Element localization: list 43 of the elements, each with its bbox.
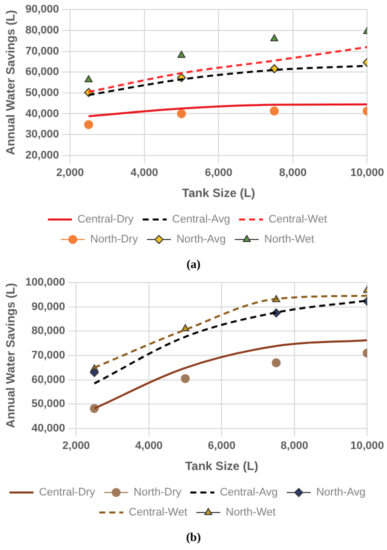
legend-label: North-Dry [134, 486, 182, 499]
legend-label: North-Wet [264, 234, 314, 246]
y-tick-label: 100,000 [25, 276, 66, 289]
y-axis-title: Annual Water Savings (L) [4, 283, 18, 428]
text: (a) [186, 256, 202, 273]
x-axis-title: Tank Size (L) [185, 459, 258, 474]
y-tick-label: 50,000 [32, 398, 66, 410]
x-tick-label: 8,000 [279, 167, 307, 180]
legend-label: North-Wet [226, 506, 276, 519]
x-tick-label: 6,000 [204, 167, 232, 180]
legend-label: Central-Avg [172, 214, 230, 226]
x-tick-label: 4,000 [135, 440, 163, 452]
x-axis-title: Tank Size (L) [182, 186, 256, 200]
y-tick-label: 40,000 [32, 422, 66, 434]
x-tick-label: 6,000 [208, 440, 236, 452]
legend-label: North-Avg [316, 486, 366, 499]
x-tick-label: 8,000 [280, 440, 308, 452]
y-tick-label: 20,000 [25, 149, 60, 162]
x-tick-label: 4,000 [130, 167, 158, 180]
legend-label: Central-Avg [220, 486, 278, 499]
legend-label: Central-Dry [77, 214, 134, 226]
y-tick-label: 80,000 [32, 325, 66, 338]
text: (b) [185, 529, 202, 546]
legend-label: Central-Wet [128, 506, 188, 519]
y-tick-label: 60,000 [32, 374, 66, 386]
y-tick-label: 50,000 [25, 86, 60, 99]
y-tick-label: 40,000 [25, 108, 60, 120]
x-tick-label: 10,000 [350, 167, 384, 180]
y-axis-title: Annual Water Savings (L) [4, 10, 18, 155]
x-tick-label: 2,000 [62, 440, 90, 452]
x-tick-label: 10,000 [350, 440, 384, 452]
legend-label: North-Dry [90, 234, 138, 246]
y-tick-label: 90,000 [25, 4, 60, 16]
y-tick-label: 90,000 [32, 300, 66, 313]
legend-label: North-Avg [176, 234, 226, 246]
y-tick-label: 80,000 [25, 24, 60, 36]
legend-label: Central-Dry [38, 486, 96, 499]
x-tick-label: 2,000 [56, 167, 84, 180]
legend-label: Central-Wet [268, 214, 328, 226]
y-tick-label: 30,000 [25, 128, 60, 141]
y-tick-label: 70,000 [25, 45, 60, 58]
y-tick-label: 60,000 [25, 66, 60, 78]
y-tick-label: 70,000 [32, 350, 66, 362]
